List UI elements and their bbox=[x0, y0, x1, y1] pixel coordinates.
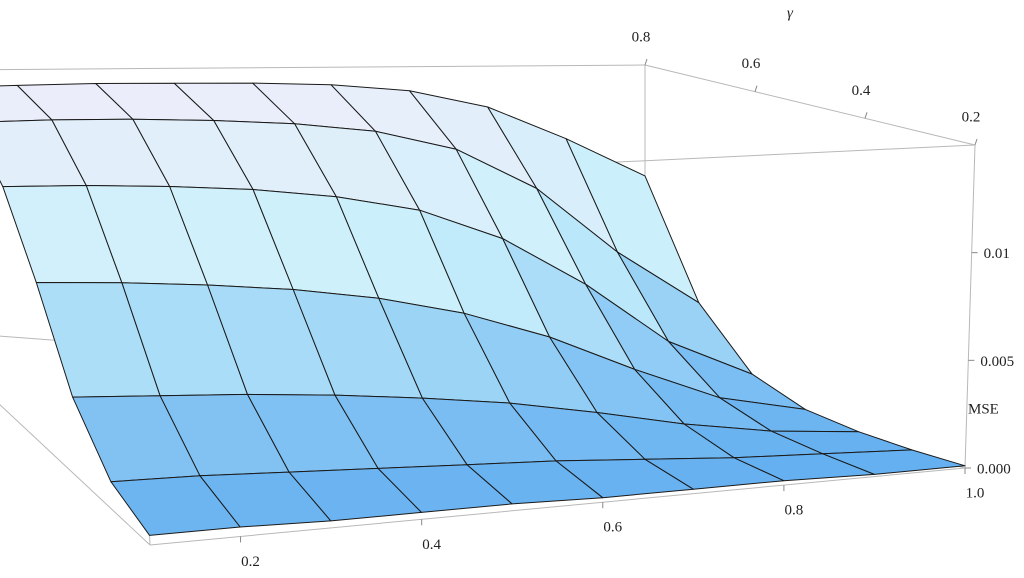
y-tick-label: 0.8 bbox=[632, 29, 651, 45]
y-tick-label: 0.4 bbox=[852, 83, 871, 99]
z-tick-label: 0.01 bbox=[984, 246, 1010, 262]
y-tick-label: 0.6 bbox=[742, 56, 761, 72]
x-tick-label: 0.6 bbox=[603, 520, 622, 536]
surface bbox=[0, 82, 966, 536]
x-tick-label: 1.0 bbox=[966, 485, 985, 501]
box-edge bbox=[644, 64, 976, 146]
y-axis-label: γ bbox=[787, 5, 794, 21]
y-tick bbox=[754, 85, 758, 92]
y-tick bbox=[864, 112, 868, 119]
x-tick-label: 0.4 bbox=[422, 537, 441, 553]
y-tick bbox=[644, 58, 648, 66]
box-edge bbox=[149, 467, 966, 546]
z-tick-label: 0.000 bbox=[977, 461, 1011, 477]
x-tick-label: 0.8 bbox=[785, 503, 804, 519]
axes: 0.2 0.4 0.6 0.8 1.0 0.2 0.4 0.6 0.8 0.000 0.005 0.0… bbox=[240, 29, 1014, 570]
box-edge bbox=[964, 144, 976, 469]
z-axis-label: MSE bbox=[968, 401, 999, 417]
z-tick-label: 0.005 bbox=[980, 354, 1014, 370]
surface-patch bbox=[822, 449, 966, 475]
box-edge bbox=[0, 404, 151, 546]
y-tick-label: 0.2 bbox=[962, 109, 981, 125]
y-tick bbox=[974, 138, 978, 146]
box-edge bbox=[0, 64, 646, 71]
x-tick-label: 0.2 bbox=[241, 554, 260, 570]
